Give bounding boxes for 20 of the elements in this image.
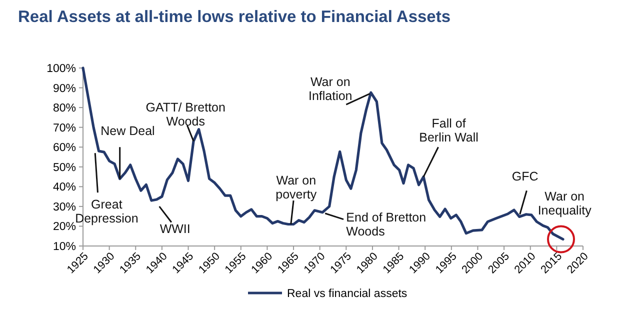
y-tick-label: 80%	[52, 102, 76, 115]
y-tick-label: 60%	[52, 142, 76, 154]
y-tick-label: 40%	[52, 182, 76, 194]
annotation: Fall of Berlin Wall	[419, 116, 478, 144]
y-tick-label: 20%	[52, 221, 76, 234]
chart-title: Real Assets at all-time lows relative to Financial Assets	[18, 8, 451, 26]
annotation: War on Inflation	[308, 74, 352, 103]
annotation: GFC	[512, 170, 538, 184]
annotation: War on Inequality	[538, 190, 592, 218]
legend-label: Real vs financial assets	[287, 288, 408, 300]
y-tick-label: 100%	[46, 63, 76, 76]
y-tick-label: 10%	[52, 241, 76, 254]
annotation: End of Bretton Woods	[346, 210, 426, 238]
y-tick-label: 90%	[52, 82, 76, 95]
annotation: War on poverty	[276, 174, 318, 202]
y-tick-label: 50%	[52, 162, 76, 174]
annotation: Great Depression	[75, 197, 138, 226]
y-tick-label: 70%	[52, 122, 76, 134]
annotation: WWII	[160, 222, 190, 236]
y-tick-label: 30%	[52, 201, 76, 214]
